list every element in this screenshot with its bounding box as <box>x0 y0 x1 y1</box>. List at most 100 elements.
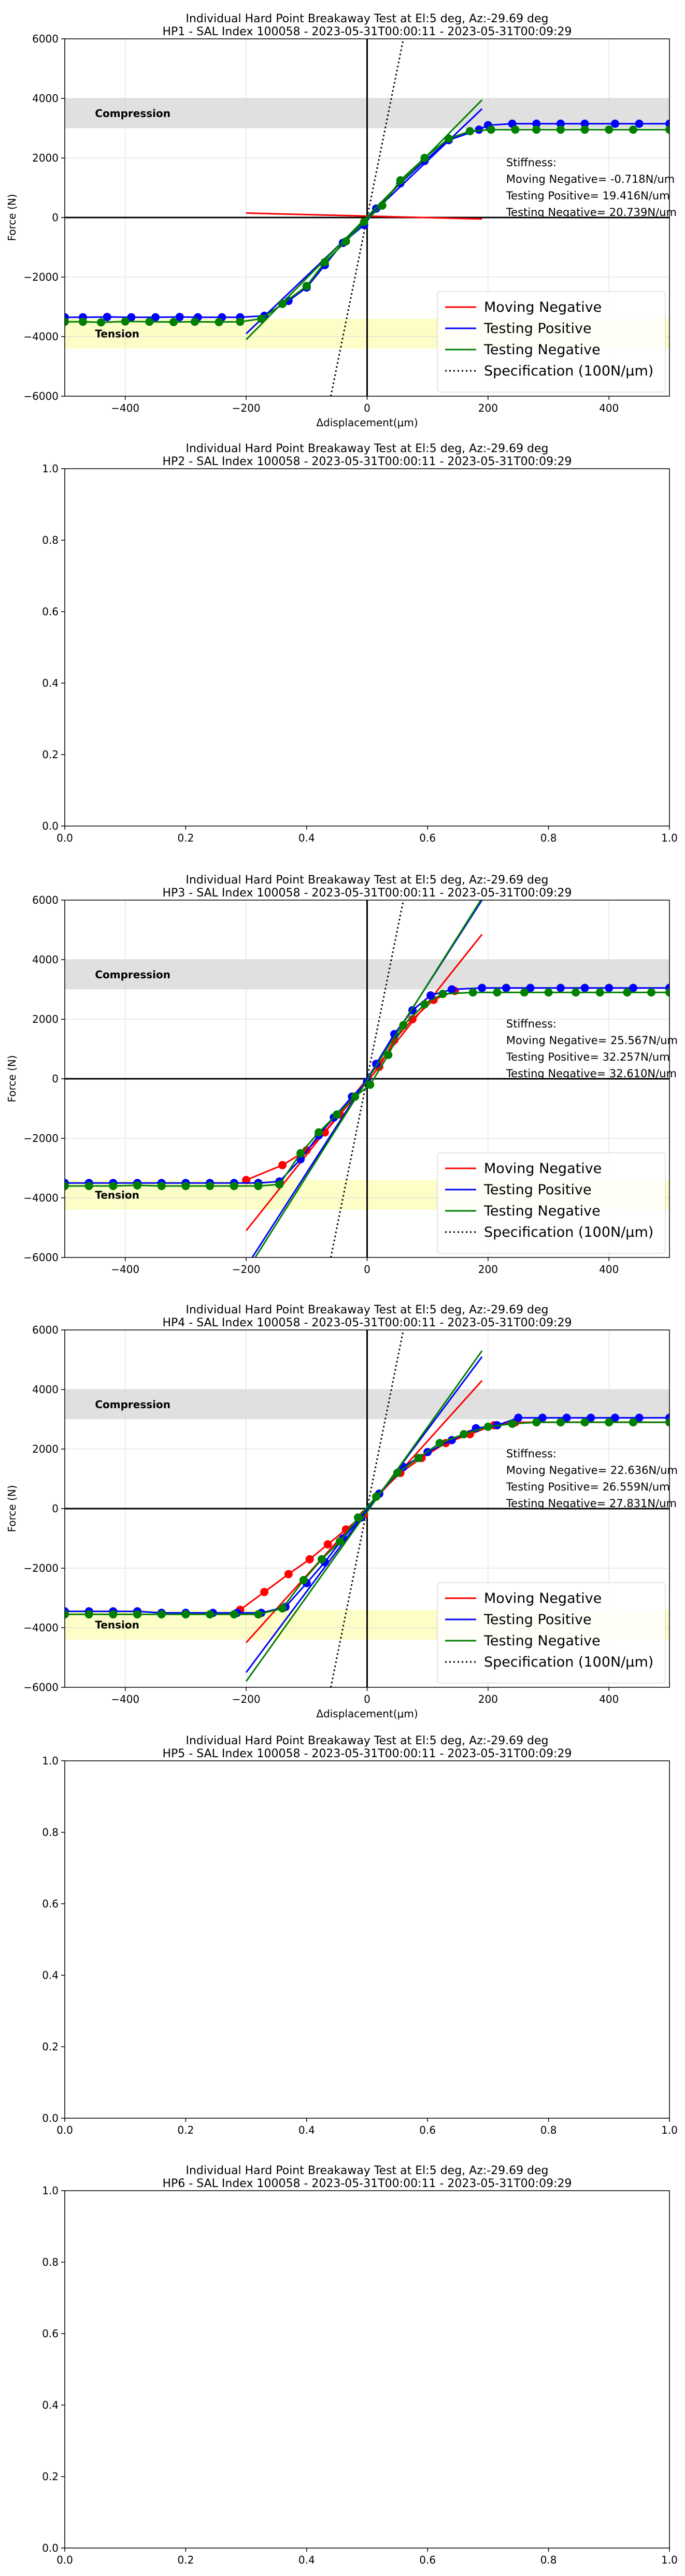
data-point-testing-negative <box>629 125 637 134</box>
stiffness-text: Testing Positive= 26.559N/um <box>506 1481 670 1493</box>
x-tick-label: 0.4 <box>298 832 315 844</box>
y-tick-label: 0.6 <box>42 605 59 618</box>
data-point-testing-negative <box>487 125 495 134</box>
chart-title: HP2 - SAL Index 100058 - 2023-05-31T00:0… <box>163 455 572 468</box>
chart-title: Individual Hard Point Breakaway Test at … <box>185 874 548 887</box>
x-tick-label: 1.0 <box>661 832 678 844</box>
data-point-testing-negative <box>296 1149 305 1157</box>
data-point-testing-negative <box>445 134 453 143</box>
data-point-testing-negative <box>236 317 245 326</box>
y-tick-label: 0.8 <box>42 2256 59 2268</box>
legend: Moving Negative Testing Positive Testing N… <box>437 291 666 393</box>
y-tick-label: 4000 <box>32 1383 59 1396</box>
legend-box <box>437 1582 666 1684</box>
fit-line-testing-negative <box>254 900 482 1257</box>
y-tick-label: 0.0 <box>42 820 59 832</box>
y-tick-label: 0.8 <box>42 534 59 546</box>
x-tick-label: −400 <box>111 1693 139 1705</box>
y-tick-label: −2000 <box>23 1562 59 1574</box>
stiffness-text: Moving Negative= 22.636N/um <box>506 1464 678 1477</box>
y-tick-label: 0.0 <box>42 2542 59 2554</box>
stiffness-text: Stiffness: <box>506 1448 556 1460</box>
series-line-testing-negative <box>65 128 669 323</box>
y-tick-label: 0.2 <box>42 748 59 761</box>
data-point-testing-negative <box>190 317 199 326</box>
data-point-testing-negative <box>438 990 447 998</box>
data-point-testing-positive <box>127 313 136 322</box>
y-axis-label: Force (N) <box>6 194 18 241</box>
data-point-testing-negative <box>65 317 69 326</box>
data-point-testing-positive <box>556 983 565 992</box>
data-point-testing-positive <box>629 983 637 992</box>
data-point-testing-negative <box>121 317 130 326</box>
y-tick-label: 0.2 <box>42 2040 59 2053</box>
stiffness-text: Testing Negative= 32.610N/um <box>506 1067 677 1080</box>
data-point-testing-negative <box>299 1576 308 1584</box>
data-point-testing-negative <box>580 1418 589 1427</box>
legend-label: Testing Positive <box>483 1612 592 1628</box>
y-tick-label: 6000 <box>32 894 59 906</box>
data-point-testing-positive <box>538 1413 547 1422</box>
chart-3: Individual Hard Point Breakaway Test at … <box>6 874 678 1276</box>
axes-frame <box>64 2190 670 2549</box>
data-point-testing-negative <box>508 1420 517 1428</box>
x-tick-label: 0.2 <box>177 832 194 844</box>
data-point-testing-negative <box>629 1418 637 1427</box>
data-point-testing-positive <box>580 983 589 992</box>
data-point-moving-negative <box>323 1540 332 1549</box>
stiffness-text: Stiffness: <box>506 1018 556 1030</box>
stiffness-text: Testing Positive= 19.416N/um <box>506 190 670 202</box>
data-point-testing-negative <box>206 1182 215 1190</box>
data-point-testing-negative <box>169 317 178 326</box>
chart-title: HP3 - SAL Index 100058 - 2023-05-31T00:0… <box>163 887 572 900</box>
data-point-testing-negative <box>109 1610 118 1619</box>
data-point-testing-negative <box>97 318 106 327</box>
y-tick-label: 4000 <box>32 953 59 966</box>
data-point-testing-negative <box>302 282 311 291</box>
data-point-testing-positive <box>562 1413 571 1422</box>
y-tick-label: 0.8 <box>42 1826 59 1839</box>
data-point-testing-positive <box>610 119 619 128</box>
data-point-testing-positive <box>635 1413 644 1422</box>
x-tick-label: 0.2 <box>177 2124 194 2136</box>
data-point-testing-positive <box>151 313 160 322</box>
data-point-testing-negative <box>396 176 405 185</box>
data-point-testing-negative <box>206 1610 215 1619</box>
data-point-moving-negative <box>260 1588 269 1596</box>
stiffness-text: Moving Negative= -0.718N/um <box>506 173 675 185</box>
fit-line-testing-positive <box>245 1356 483 1673</box>
y-tick-label: −4000 <box>23 330 59 343</box>
chart-2: Individual Hard Point Breakaway Test at … <box>42 442 678 844</box>
data-point-testing-negative <box>181 1610 190 1619</box>
data-point-testing-negative <box>493 988 502 997</box>
data-point-testing-positive <box>390 1030 399 1038</box>
data-point-testing-negative <box>378 201 387 210</box>
chart-4: Individual Hard Point Breakaway Test at … <box>6 1304 678 1720</box>
legend-label: Testing Negative <box>483 1633 601 1649</box>
data-point-testing-positive <box>478 983 487 992</box>
y-tick-label: 0 <box>52 211 59 224</box>
data-point-testing-negative <box>181 1182 190 1190</box>
data-point-testing-positive <box>635 119 644 128</box>
stiffness-text: Moving Negative= 25.567N/um <box>506 1034 678 1047</box>
band-label-compression: Compression <box>95 107 170 120</box>
data-point-testing-negative <box>84 1610 93 1619</box>
x-tick-label: 200 <box>478 1693 498 1705</box>
data-point-testing-negative <box>595 988 604 997</box>
data-point-testing-negative <box>65 1610 69 1619</box>
data-point-testing-negative <box>414 1454 423 1463</box>
y-tick-label: 4000 <box>32 92 59 105</box>
legend: Moving Negative Testing Positive Testing N… <box>437 1152 666 1254</box>
data-point-testing-positive <box>447 985 456 994</box>
axes-frame <box>64 468 670 827</box>
data-point-testing-negative <box>647 988 655 997</box>
data-point-testing-negative <box>65 1182 69 1190</box>
data-point-testing-negative <box>665 1418 669 1427</box>
data-point-testing-positive <box>475 125 483 134</box>
data-point-testing-negative <box>468 988 477 997</box>
x-tick-label: 0.6 <box>419 2554 436 2566</box>
x-tick-label: 400 <box>599 1693 619 1705</box>
data-point-testing-negative <box>157 1610 166 1619</box>
y-tick-label: 0.2 <box>42 2470 59 2483</box>
data-point-testing-negative <box>145 317 154 326</box>
